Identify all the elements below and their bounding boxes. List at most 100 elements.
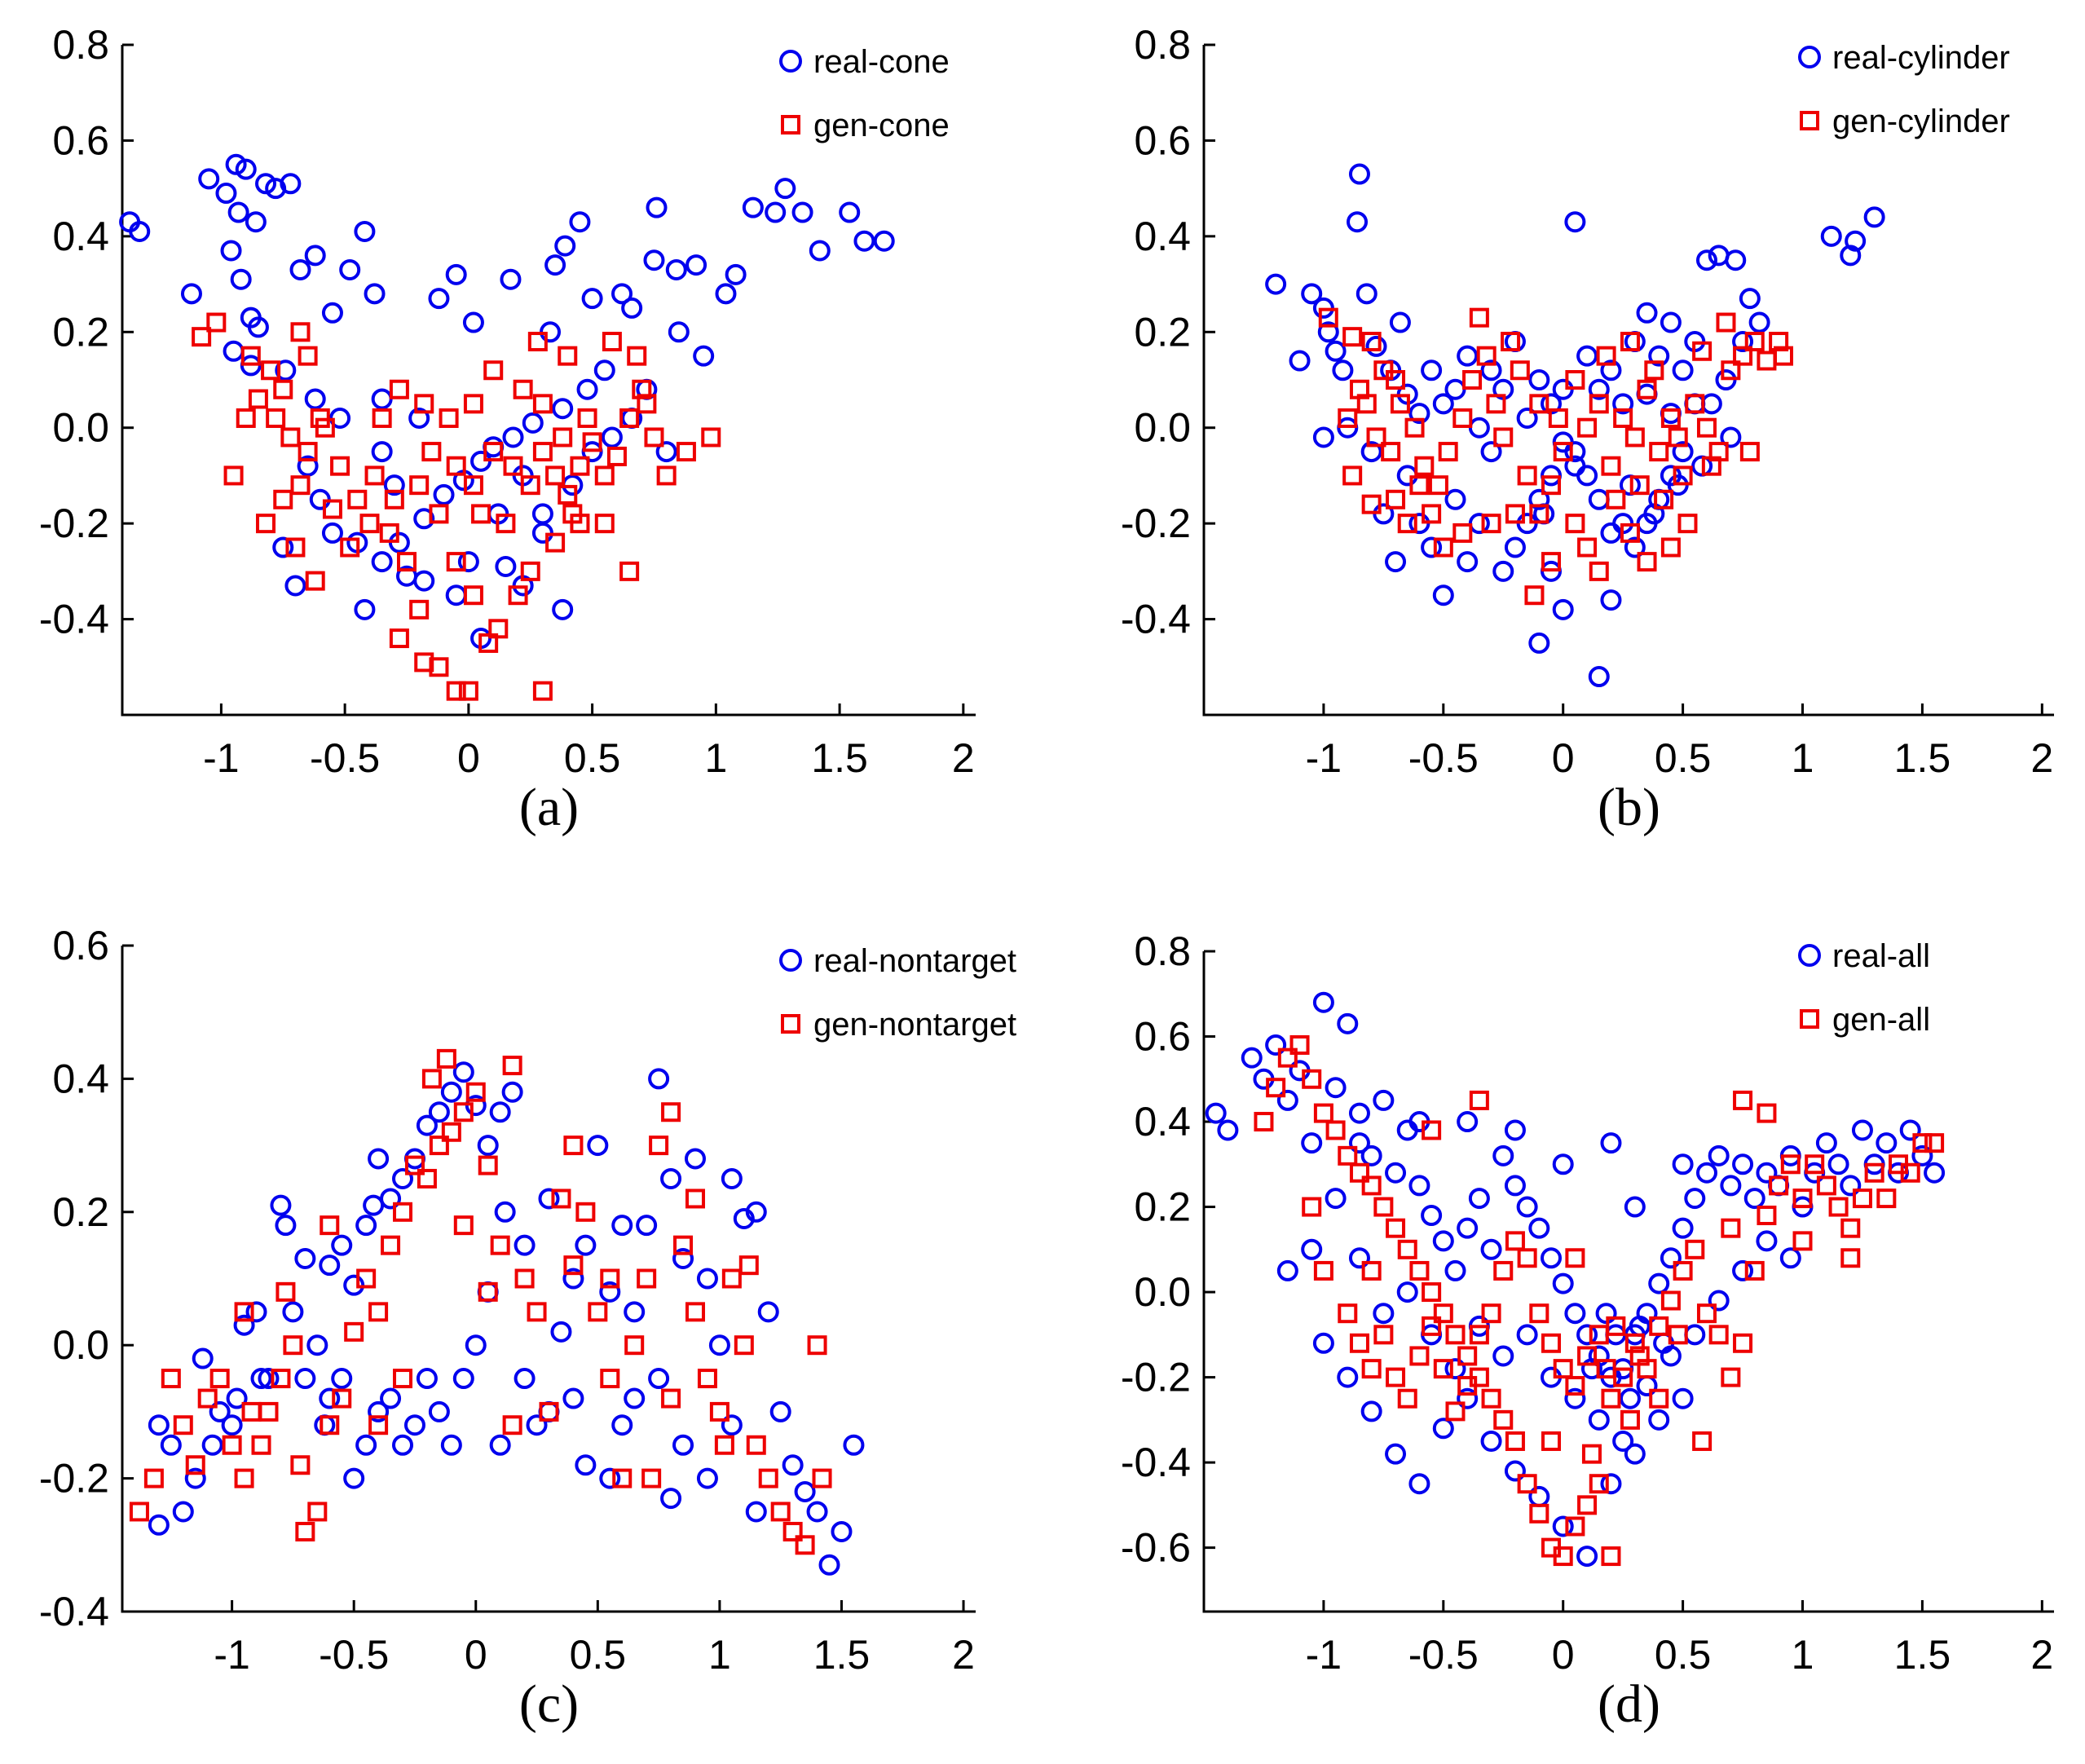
data-point: [514, 1234, 536, 1256]
data-point: [226, 1387, 248, 1409]
data-point: [1457, 345, 1479, 367]
data-point: [1629, 1346, 1650, 1366]
data-point: [1480, 359, 1502, 381]
data-point: [1528, 632, 1550, 654]
data-point: [1668, 1325, 1688, 1345]
data-point: [198, 168, 220, 190]
data-point: [738, 1255, 759, 1276]
data-point: [1302, 1197, 1322, 1217]
data-point: [757, 1301, 779, 1323]
data-point: [1409, 1260, 1430, 1281]
data-point: [1338, 408, 1358, 428]
data-point: [1524, 585, 1545, 606]
data-point: [221, 1414, 243, 1436]
data-point: [1409, 475, 1430, 496]
data-point: [807, 1335, 827, 1356]
data-point: [1672, 441, 1694, 463]
data-point: [223, 340, 245, 362]
data-point: [1312, 1332, 1334, 1354]
data-point: [1541, 1333, 1562, 1353]
x-tick-label: 2: [952, 735, 975, 781]
data-point: [1421, 536, 1443, 558]
data-point: [575, 1202, 596, 1222]
data-point: [1386, 489, 1406, 509]
data-point: [1565, 514, 1585, 534]
data-point: [708, 1334, 730, 1356]
data-point: [643, 249, 665, 271]
data-point: [570, 456, 590, 476]
data-point: [1708, 1290, 1730, 1312]
data-point: [701, 427, 721, 448]
data-point: [520, 475, 540, 496]
data-point: [1462, 370, 1483, 390]
data-point: [644, 427, 664, 448]
data-point: [1318, 307, 1338, 328]
data-point: [1636, 383, 1658, 405]
data-point: [428, 1101, 450, 1123]
data-point: [1660, 311, 1682, 333]
data-point: [1589, 394, 1609, 414]
data-point: [665, 258, 687, 280]
data-point: [478, 633, 499, 653]
data-point: [1720, 1175, 1742, 1197]
data-point: [1469, 1325, 1489, 1345]
data-point: [501, 1081, 523, 1103]
data-point: [417, 1168, 437, 1188]
data-point: [1493, 1409, 1514, 1430]
data-point: [1338, 1145, 1358, 1166]
y-tick-label: 0.6: [52, 923, 109, 968]
data-point: [1660, 403, 1682, 425]
data-point: [225, 153, 247, 175]
data-point: [1576, 1546, 1598, 1568]
data-point: [1692, 341, 1713, 361]
y-tick-label: -0.4: [39, 597, 109, 642]
data-point: [201, 1434, 223, 1456]
data-point: [1564, 441, 1586, 463]
data-point: [446, 456, 466, 476]
data-point: [1743, 1188, 1765, 1210]
data-point: [1684, 1188, 1706, 1210]
data-point: [1672, 1217, 1694, 1239]
data-point: [453, 1215, 474, 1236]
y-tick-label: -0.6: [1121, 1525, 1191, 1571]
data-point: [1373, 1197, 1394, 1217]
data-point: [1864, 1162, 1884, 1183]
data-point: [248, 389, 268, 409]
legend-circle-icon: [1798, 944, 1821, 967]
data-point: [304, 388, 326, 410]
panel-caption: (a): [519, 778, 579, 837]
data-point: [258, 1368, 280, 1390]
y-tick-label: 0.8: [52, 22, 109, 68]
data-point: [1600, 522, 1622, 544]
data-point: [1636, 1375, 1658, 1397]
data-point: [1493, 427, 1514, 448]
data-point: [148, 1414, 170, 1436]
data-point: [1217, 1119, 1239, 1141]
data-point: [873, 230, 895, 252]
data-point: [433, 483, 455, 505]
data-point: [1317, 321, 1339, 343]
data-point: [1589, 561, 1609, 581]
x-tick-label: 1.5: [813, 1632, 871, 1678]
x-tick-label: -0.5: [319, 1632, 389, 1678]
data-point: [715, 283, 737, 305]
data-point: [1733, 1090, 1753, 1110]
data-point: [632, 379, 652, 399]
data-point: [380, 1188, 402, 1210]
data-point: [1564, 1387, 1586, 1409]
data-point: [1588, 378, 1610, 400]
panel-d: -1 -0.5 0 0.5 1 1.5 2 0.8 0.6 0.4 0.2 0.0 -0.2 -0.4 -0…: [1121, 928, 2054, 1734]
data-point: [1541, 1431, 1562, 1451]
y-tick-label: 0.2: [52, 1189, 109, 1235]
x-tick-label: 0.5: [1655, 1632, 1712, 1678]
data-point: [215, 183, 237, 205]
data-point: [428, 288, 450, 310]
data-point: [1732, 1259, 1754, 1281]
data-point: [160, 1434, 182, 1456]
y-tick-label: 0.6: [1134, 1014, 1191, 1060]
data-point: [714, 1435, 734, 1455]
data-point: [1637, 379, 1657, 399]
data-point: [1385, 1443, 1407, 1465]
data-point: [272, 536, 294, 558]
data-point: [648, 1368, 670, 1390]
